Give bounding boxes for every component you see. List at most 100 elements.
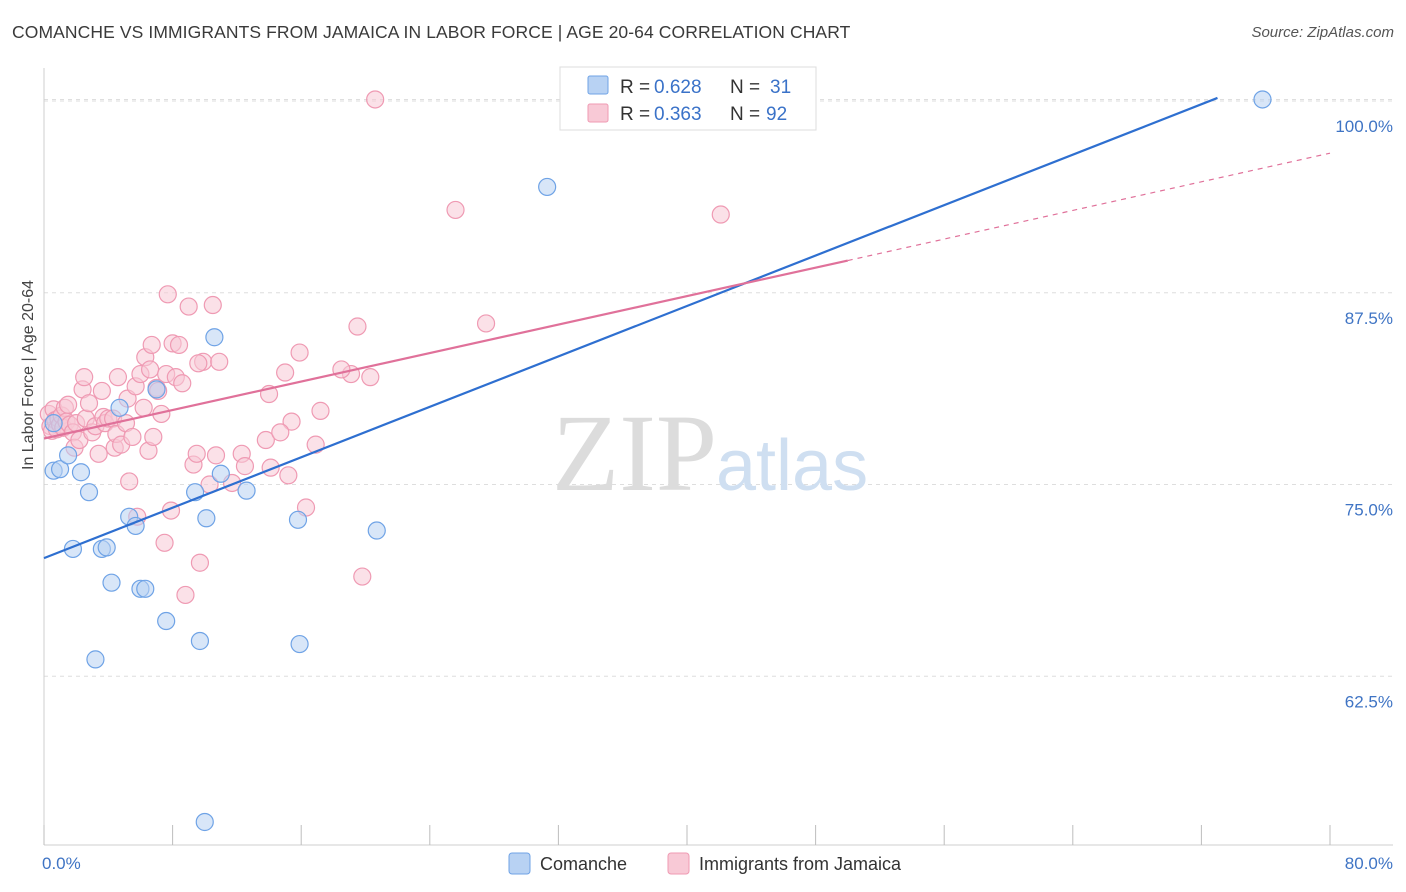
x-tick-label-max: 80.0%	[1345, 854, 1393, 873]
jamaica-point	[134, 398, 153, 417]
comanche-point	[157, 611, 176, 631]
jamaica-point	[282, 412, 301, 431]
jamaica-point	[210, 352, 229, 371]
jamaica-point	[711, 205, 730, 224]
comanche-point	[290, 634, 309, 654]
stats-n-value-2: 92	[766, 104, 787, 125]
comanche-point	[44, 414, 63, 433]
comanche-point	[97, 538, 116, 557]
jamaica-point	[256, 430, 275, 450]
jamaica-point	[332, 360, 351, 379]
jamaica-point	[235, 457, 255, 476]
stats-r-label-1: R =	[620, 77, 650, 98]
jamaica-point	[446, 200, 465, 220]
jamaica-point	[155, 533, 174, 552]
jamaica-trend-extension	[847, 152, 1331, 262]
jamaica-point	[190, 553, 210, 572]
comanche-point	[59, 446, 78, 465]
axes	[43, 68, 1393, 846]
stats-n-value-1: 31	[770, 77, 791, 98]
comanche-point	[197, 509, 216, 528]
comanche-point	[102, 573, 121, 592]
comanche-point	[205, 328, 224, 347]
jamaica-point	[59, 395, 78, 414]
jamaica-point	[140, 360, 160, 379]
jamaica-trend-line	[43, 259, 848, 440]
jamaica-point	[476, 314, 496, 333]
comanche-point	[288, 510, 308, 529]
jamaica-point	[361, 368, 380, 387]
jamaica-point	[203, 295, 222, 315]
stats-r-label-2: R =	[620, 104, 650, 125]
jamaica-point	[311, 401, 330, 420]
jamaica-point	[290, 343, 309, 362]
trend-lines	[43, 96, 1331, 560]
comanche-point	[71, 463, 91, 482]
watermark-atlas: atlas	[716, 426, 868, 506]
gridlines	[44, 98, 1393, 677]
jamaica-point	[206, 446, 226, 465]
comanche-point	[147, 380, 166, 399]
legend-label-jamaica: Immigrants from Jamaica	[699, 854, 902, 874]
stats-swatch-comanche	[587, 75, 609, 95]
comanche-point	[50, 460, 70, 479]
comanche-point	[86, 650, 105, 669]
jamaica-point	[271, 423, 290, 442]
stats-n-label-1: N =	[730, 77, 760, 98]
jamaica-point	[348, 317, 367, 336]
legend-swatch-comanche	[508, 852, 531, 875]
jamaica-point	[89, 444, 108, 463]
source-label: Source: ZipAtlas.com	[1251, 24, 1394, 41]
comanche-point	[538, 177, 557, 197]
jamaica-point	[189, 354, 208, 373]
comanche-point	[211, 464, 230, 483]
jamaica-point	[276, 363, 295, 382]
comanche-trend-line	[43, 96, 1218, 560]
jamaica-point	[173, 374, 192, 393]
y-tick-label: 100.0%	[1335, 117, 1393, 136]
jamaica-point	[353, 567, 372, 586]
jamaica-point	[108, 368, 128, 387]
comanche-point	[79, 483, 99, 502]
legend-swatch-jamaica	[667, 852, 690, 875]
jamaica-point	[158, 285, 177, 304]
jamaica-point	[176, 585, 195, 605]
series-legend: Comanche Immigrants from Jamaica	[508, 852, 902, 875]
jamaica-point	[366, 90, 385, 109]
stats-legend: R = 0.628 N = 31 R = 0.363 N = 92	[559, 66, 817, 131]
comanche-point	[190, 631, 210, 651]
comanche-point	[110, 398, 129, 417]
y-tick-label: 62.5%	[1345, 692, 1393, 711]
watermark: ZIP atlas	[552, 392, 868, 514]
data-points	[39, 90, 1272, 832]
stats-r-value-2: 0.363	[654, 104, 702, 125]
y-tick-label: 75.0%	[1345, 501, 1393, 520]
comanche-point	[1253, 90, 1272, 109]
x-tick-labels: 0.0% 80.0%	[42, 854, 1393, 873]
legend-label-comanche: Comanche	[540, 854, 627, 874]
jamaica-point	[169, 335, 189, 355]
jamaica-point	[187, 444, 206, 463]
y-tick-label: 87.5%	[1345, 309, 1393, 328]
watermark-zip: ZIP	[552, 392, 717, 514]
jamaica-point	[92, 381, 111, 401]
jamaica-point	[142, 335, 161, 355]
comanche-point	[237, 481, 256, 500]
stats-swatch-jamaica	[587, 103, 609, 123]
jamaica-point	[279, 466, 298, 485]
jamaica-point	[75, 368, 94, 387]
y-tick-labels: 62.5% 75.0% 87.5% 100.0%	[1335, 117, 1393, 711]
stats-n-label-2: N =	[730, 104, 760, 125]
jamaica-point	[120, 472, 139, 491]
comanche-point	[195, 812, 214, 832]
x-tick-label-min: 0.0%	[42, 854, 81, 873]
comanche-point	[136, 579, 155, 598]
jamaica-point	[144, 427, 163, 447]
stats-r-value-1: 0.628	[654, 77, 702, 98]
jamaica-point	[123, 427, 142, 447]
chart-title: COMANCHE VS IMMIGRANTS FROM JAMAICA IN L…	[12, 22, 851, 42]
comanche-point	[367, 521, 386, 540]
jamaica-point	[79, 394, 99, 413]
jamaica-point	[179, 297, 198, 316]
